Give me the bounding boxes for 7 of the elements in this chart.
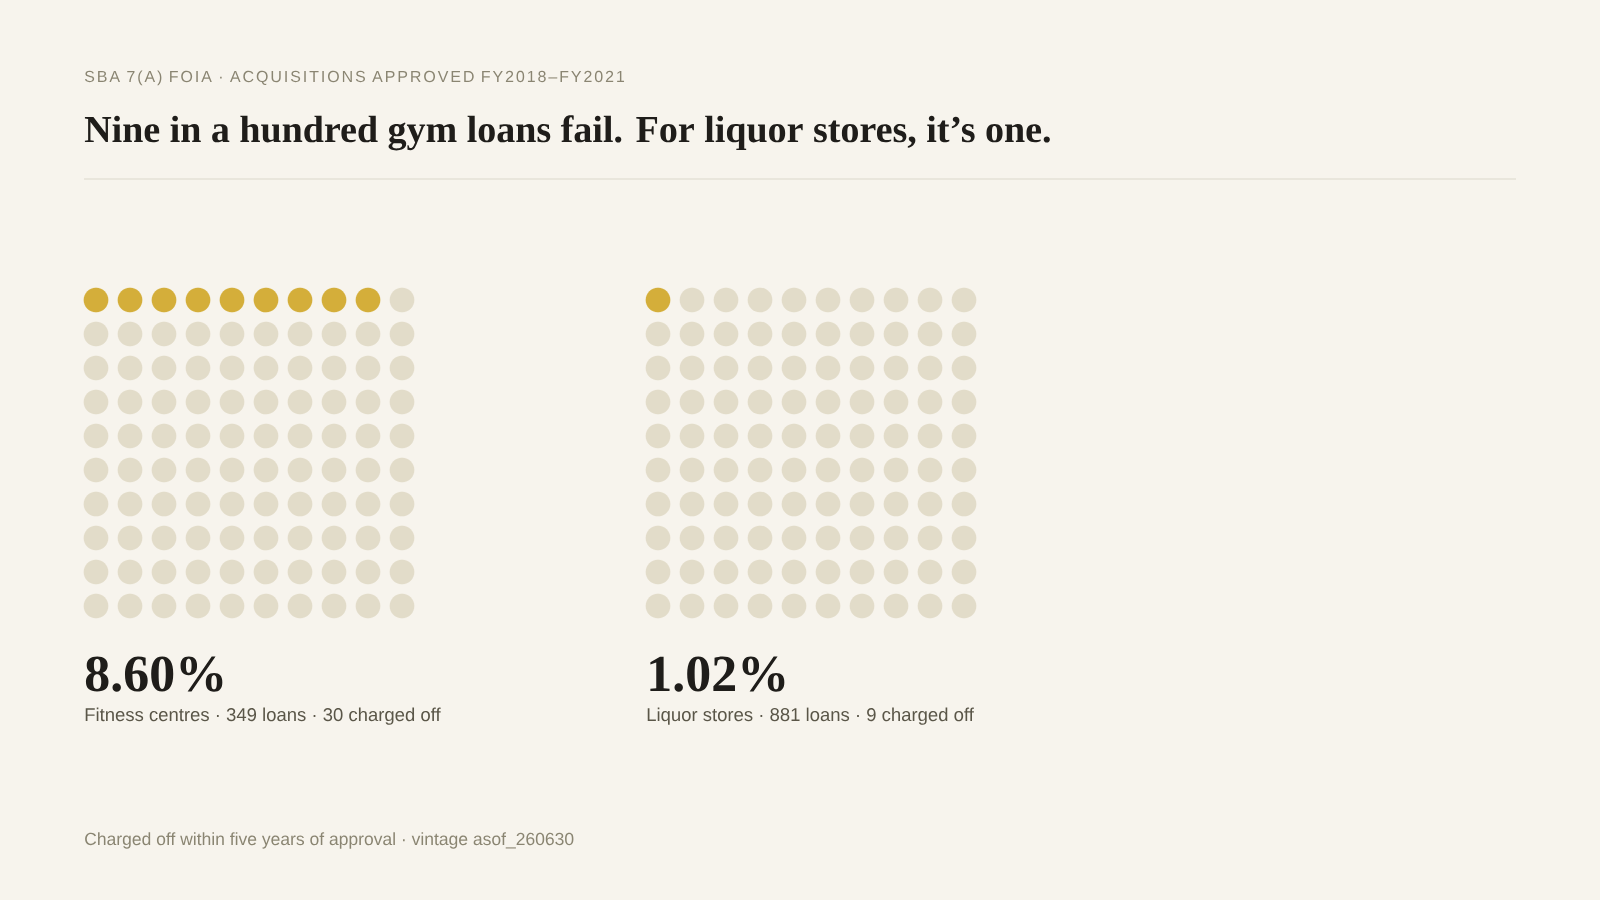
data-label: 1.02% bbox=[650, 656, 785, 692]
text: Charged off within five years of approval · vintage asof_260630 bbox=[85, 832, 574, 849]
text: Nine in a hundred gym loans fail. For liquor stores, it’s one. bbox=[84, 115, 1050, 151]
text: SBA 7(A) FOIA · ACQUISITIONS APPROVED FY2018–FY2021 bbox=[84, 70, 625, 86]
data-label: 8.60% bbox=[85, 656, 223, 692]
text: Liquor stores · 881 loans · 9 charged off bbox=[647, 707, 974, 725]
text: Fitness centres · 349 loans · 30 charged off bbox=[85, 707, 441, 725]
